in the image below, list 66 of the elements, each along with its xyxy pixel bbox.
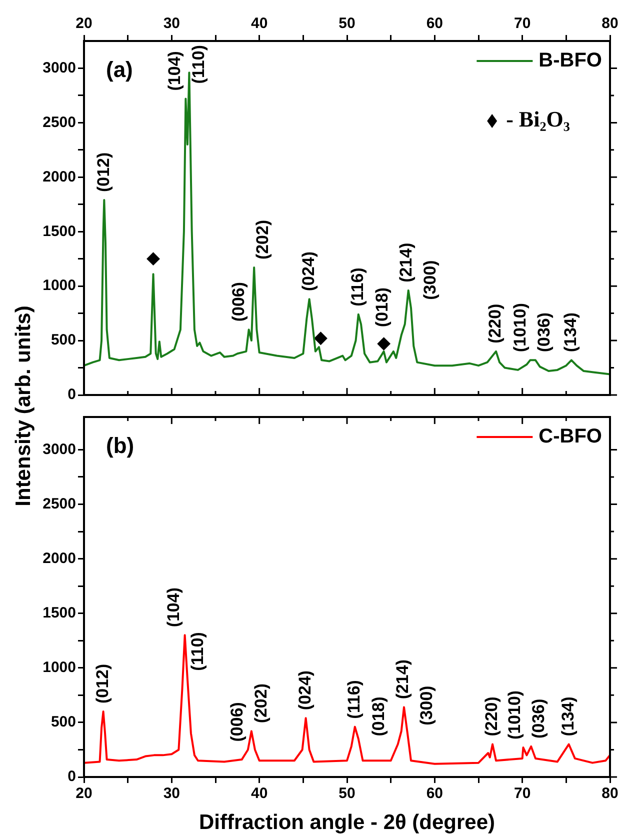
annotation: (202) bbox=[251, 683, 270, 724]
x-tick-label: 20 bbox=[76, 15, 92, 32]
y-tick-label: 2500 bbox=[42, 114, 76, 131]
y-tick-label: 1500 bbox=[42, 604, 76, 622]
point bbox=[314, 332, 328, 345]
annotation: (220) bbox=[486, 304, 505, 344]
x-tick-label: 60 bbox=[426, 785, 444, 802]
annotation: (220) bbox=[482, 696, 502, 736]
annotation: (024) bbox=[298, 251, 318, 292]
y-axis-title: Intensity (arb. units) bbox=[12, 306, 36, 506]
x-tick-label: 30 bbox=[163, 15, 180, 32]
x-tick-label: 80 bbox=[602, 785, 618, 802]
annotation: (202) bbox=[253, 220, 272, 260]
x-tick-label: 80 bbox=[602, 15, 618, 32]
point bbox=[377, 337, 390, 350]
annotation: (1010) bbox=[504, 690, 524, 740]
annotation: (214) bbox=[392, 659, 412, 700]
annotation: (024) bbox=[295, 670, 314, 710]
y-tick-label: 1500 bbox=[42, 222, 76, 240]
y-tick-label: 500 bbox=[50, 714, 76, 731]
y-tick-label: 0 bbox=[68, 768, 76, 786]
legend-label: B-BFO bbox=[538, 50, 602, 72]
annotation: (1010) bbox=[510, 303, 530, 352]
y-tick-label: 2500 bbox=[42, 495, 76, 512]
annotation: (300) bbox=[420, 260, 440, 300]
annotation: (300) bbox=[416, 686, 436, 726]
annotation: (116) bbox=[344, 680, 364, 719]
annotation: (110) bbox=[188, 632, 207, 671]
annotation: (104) bbox=[164, 587, 183, 628]
annotation: (006) bbox=[229, 282, 248, 322]
annotation: (214) bbox=[396, 242, 416, 282]
x-tick-label: 40 bbox=[250, 15, 268, 32]
x-tick-label: 70 bbox=[514, 15, 531, 32]
annotation: (116) bbox=[348, 268, 368, 306]
annotation: (012) bbox=[92, 664, 112, 704]
annotation: (036) bbox=[528, 698, 548, 738]
annotation: (018) bbox=[372, 287, 392, 328]
annotation: (018) bbox=[368, 696, 388, 736]
x-tick-label: 50 bbox=[338, 15, 356, 32]
annotation: (134) bbox=[561, 312, 580, 352]
y-tick-label: 2000 bbox=[42, 168, 76, 186]
annotation: (110) bbox=[189, 45, 208, 84]
annotation: (006) bbox=[227, 702, 246, 742]
annotation: (a) bbox=[106, 57, 133, 82]
y-tick-label: 1000 bbox=[42, 277, 76, 294]
point bbox=[146, 252, 160, 266]
annotation: (104) bbox=[165, 51, 184, 91]
y-tick-label: 0 bbox=[68, 386, 76, 404]
y-tick-label: 3000 bbox=[42, 440, 76, 458]
annotation: (012) bbox=[94, 152, 113, 192]
annotation: (134) bbox=[558, 696, 578, 736]
legend-label: - Bi₂O₃ bbox=[506, 106, 570, 132]
annotation: (036) bbox=[534, 312, 554, 352]
x-tick-label: 60 bbox=[426, 15, 444, 32]
y-tick-label: 3000 bbox=[42, 59, 76, 76]
y-tick-label: 1000 bbox=[42, 659, 76, 676]
x-tick-label: 20 bbox=[76, 785, 92, 802]
annotation: (b) bbox=[106, 433, 134, 458]
y-tick-label: 2000 bbox=[42, 550, 76, 567]
y-tick-label: 500 bbox=[50, 332, 76, 349]
x-tick-label: 70 bbox=[514, 785, 531, 802]
x-tick-label: 40 bbox=[250, 785, 268, 802]
x-tick-label: 30 bbox=[163, 785, 180, 802]
x-axis-title: Diffraction angle - 2θ (degree) bbox=[198, 811, 496, 834]
x-tick-label: 50 bbox=[338, 785, 356, 802]
legend-label: C-BFO bbox=[538, 426, 602, 448]
